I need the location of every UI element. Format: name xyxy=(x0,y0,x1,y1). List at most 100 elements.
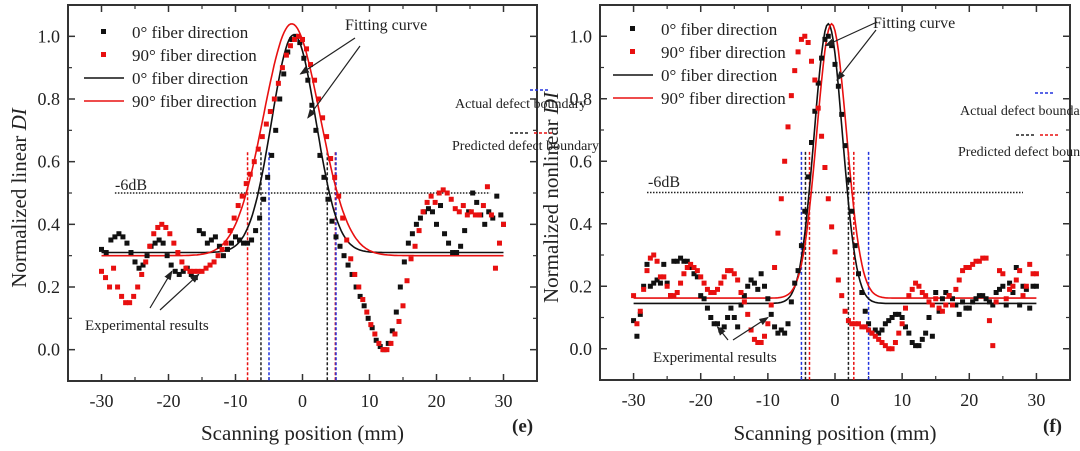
data-point xyxy=(1017,302,1023,308)
data-point xyxy=(400,303,406,309)
data-point xyxy=(715,286,720,292)
data-point xyxy=(404,278,410,284)
data-point xyxy=(755,286,761,292)
data-point xyxy=(429,209,435,215)
data-point xyxy=(795,268,801,274)
data-point xyxy=(792,280,798,286)
data-point xyxy=(681,258,687,264)
data-point xyxy=(291,36,297,42)
data-point xyxy=(866,321,872,327)
data-point xyxy=(778,327,784,333)
data-point xyxy=(267,109,273,115)
data-point xyxy=(361,303,367,309)
data-point xyxy=(956,311,962,317)
y-tick-label: 1.0 xyxy=(570,26,593,46)
data-point xyxy=(1030,271,1036,277)
data-point xyxy=(953,302,959,308)
data-point xyxy=(671,258,677,264)
data-point xyxy=(159,221,165,227)
data-point xyxy=(115,284,121,290)
data-point xyxy=(167,231,173,237)
data-point xyxy=(152,240,158,246)
data-point xyxy=(775,230,781,236)
y-tick-label: 0.8 xyxy=(38,89,61,109)
data-point xyxy=(454,250,460,256)
legend-marker xyxy=(630,26,635,31)
data-point xyxy=(882,321,888,327)
data-point xyxy=(872,327,878,333)
legend-label: 0° fiber direction xyxy=(132,69,249,88)
data-point xyxy=(442,231,448,237)
data-point xyxy=(983,255,989,261)
data-point xyxy=(345,262,351,268)
data-point xyxy=(657,274,663,280)
fitting-curve-arrow xyxy=(307,45,361,119)
data-point xyxy=(119,293,125,299)
data-point xyxy=(195,268,201,274)
data-point xyxy=(950,302,955,308)
data-point xyxy=(751,336,757,342)
data-point xyxy=(1000,283,1006,289)
data-point xyxy=(253,228,259,234)
data-point xyxy=(711,290,717,295)
chart-panel-e: -30 -20 -10 0 10 20 30 0.0 0.2 0.4 0.6 0.8 1.0 Scanni… xyxy=(7,4,599,445)
data-point xyxy=(163,224,169,230)
data-point xyxy=(1027,305,1033,311)
data-point xyxy=(741,299,747,305)
data-point xyxy=(990,343,996,349)
legend-label: 0° fiber direction xyxy=(132,23,249,42)
data-point xyxy=(1023,283,1029,289)
data-point xyxy=(360,297,366,303)
data-point xyxy=(916,283,922,289)
y-tick-label: 1.0 xyxy=(38,26,61,46)
data-point xyxy=(220,253,226,259)
data-point xyxy=(966,305,972,311)
data-point xyxy=(651,252,657,258)
fit-curve xyxy=(101,33,504,254)
data-point xyxy=(328,156,334,162)
fitting-curve-arrow xyxy=(299,37,356,75)
x-tick-label: 30 xyxy=(1027,390,1045,410)
data-point xyxy=(144,253,150,259)
data-point xyxy=(289,36,295,42)
data-point xyxy=(631,318,637,324)
y-tick-label: 0.2 xyxy=(570,276,593,296)
data-point xyxy=(657,280,663,286)
data-point xyxy=(943,302,949,308)
data-point xyxy=(751,280,757,286)
data-point xyxy=(344,237,350,243)
data-point xyxy=(899,315,905,320)
data-point xyxy=(257,215,263,221)
data-point xyxy=(886,318,892,324)
data-point xyxy=(963,265,969,270)
data-point xyxy=(758,340,764,345)
data-point xyxy=(132,259,138,265)
data-point xyxy=(380,347,386,353)
x-tick-label: 10 xyxy=(361,391,379,411)
data-point xyxy=(815,80,821,86)
data-point xyxy=(393,309,399,315)
data-point xyxy=(960,299,966,305)
data-point xyxy=(243,181,249,187)
data-point xyxy=(879,327,885,333)
data-point xyxy=(107,284,113,290)
data-point xyxy=(852,243,858,249)
data-point xyxy=(953,286,959,292)
legend-label: 90° fiber direction xyxy=(132,46,257,65)
data-point xyxy=(819,133,825,139)
x-tick-label: -20 xyxy=(157,391,181,411)
data-point xyxy=(295,33,301,39)
data-point xyxy=(822,165,828,170)
data-point xyxy=(460,203,466,209)
data-point xyxy=(450,250,456,256)
data-point xyxy=(856,321,861,327)
data-point xyxy=(661,274,667,280)
data-point xyxy=(960,268,966,274)
data-point xyxy=(644,261,650,267)
data-point xyxy=(909,286,915,292)
data-point xyxy=(320,115,326,121)
data-point xyxy=(906,293,912,299)
y-tick-label: 0.6 xyxy=(38,152,61,172)
data-point xyxy=(224,246,230,252)
